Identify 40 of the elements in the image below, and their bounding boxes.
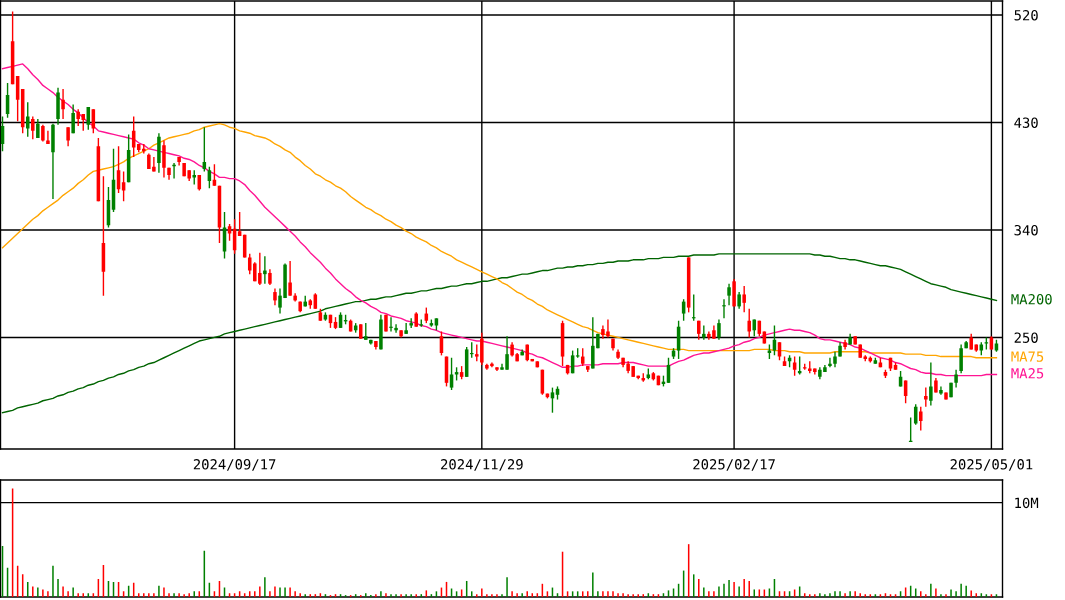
candlestick: [121, 170, 126, 202]
candlestick: [924, 386, 928, 408]
x-tick-label: 2025/02/17: [693, 459, 775, 471]
y-tick-label: 340: [1014, 224, 1038, 236]
candlestick: [919, 406, 923, 432]
candlestick: [722, 298, 726, 320]
candlestick: [959, 343, 963, 374]
candlestick: [31, 115, 35, 140]
series-label: MA25: [1011, 368, 1044, 379]
candlestick: [46, 130, 50, 145]
candlestick: [702, 324, 706, 341]
y-tick-label: 520: [1014, 9, 1038, 21]
candlestick: [929, 361, 933, 407]
candlestick: [727, 283, 731, 306]
candlestick: [25, 101, 30, 138]
x-tick-label: 2025/05/01: [950, 459, 1033, 471]
y-tick-label: 430: [1014, 117, 1038, 128]
candlestick: [409, 317, 413, 329]
x-tick-label: 2024/11/29: [441, 459, 523, 471]
series-label: MA200: [1011, 293, 1052, 305]
candlestick: [162, 139, 166, 179]
series-label: MA75: [1011, 351, 1044, 362]
candlestick: [71, 103, 75, 134]
candlestick: [449, 357, 454, 391]
line-series: [1, 253, 998, 414]
candlestick: [61, 88, 65, 120]
candlestick: [66, 126, 70, 148]
candlestick: [263, 255, 267, 285]
x-tick-label: 2024/09/17: [193, 459, 276, 471]
candlestick: [717, 318, 721, 341]
y-tick-label: 250: [1014, 332, 1038, 343]
candlestick: [404, 322, 408, 335]
candlestick: [288, 260, 292, 297]
y-tick-label: 10M: [1015, 497, 1039, 509]
candlestick: [36, 118, 40, 139]
candlestick: [742, 285, 746, 314]
candlestick: [828, 357, 832, 369]
candlestick: [747, 308, 751, 339]
candlestick: [389, 316, 393, 333]
candlestick: [394, 323, 398, 334]
